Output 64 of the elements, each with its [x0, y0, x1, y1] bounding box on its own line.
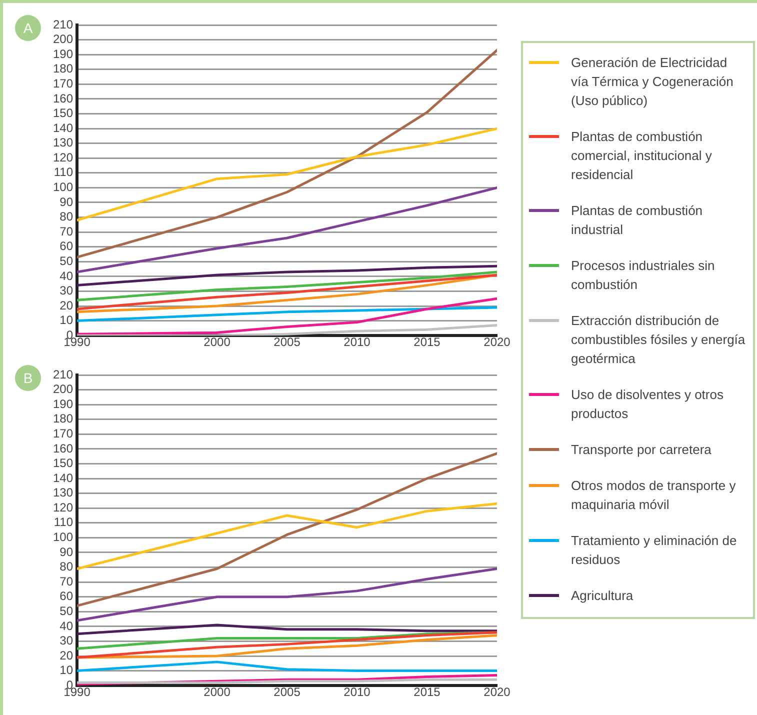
- legend-label: Uso de disolventes y otros productos: [571, 386, 724, 423]
- x-tick-label: 2020: [484, 685, 511, 700]
- chart-title: B: [15, 365, 41, 391]
- legend-label: Otros modos de transporte y maquinaria móvil: [571, 477, 737, 514]
- y-tick-label: 140: [52, 470, 74, 485]
- y-tick-label: 50: [60, 254, 74, 268]
- y-tick-label: 30: [60, 284, 74, 298]
- y-tick-label: 130: [52, 136, 74, 150]
- x-tick-label: 2010: [344, 685, 371, 700]
- x-tick-label: 2015: [414, 685, 441, 700]
- y-tick-label: 10: [60, 663, 74, 678]
- y-tick-label: 110: [54, 165, 74, 180]
- legend-label: Tratamiento y eliminación de residuos: [571, 532, 738, 569]
- y-tick-label: 120: [52, 150, 74, 164]
- y-tick-label: 40: [60, 618, 74, 633]
- legend-label: Procesos industriales sin combustión: [571, 257, 716, 294]
- y-tick-label: 100: [52, 180, 74, 194]
- y-tick-label: 130: [52, 486, 74, 500]
- y-tick-label: 70: [60, 224, 74, 238]
- y-tick-label: 150: [52, 456, 74, 470]
- y-tick-label: 190: [52, 396, 74, 411]
- y-tick-label: 40: [60, 268, 74, 283]
- legend-label: Plantas de combustión comercial, institucional y residencial: [571, 128, 713, 184]
- y-tick-label: 190: [52, 46, 74, 61]
- y-tick-label: 60: [60, 589, 74, 604]
- y-tick-label: 160: [52, 91, 74, 106]
- y-tick-label: 50: [60, 604, 74, 618]
- y-tick-label: 180: [52, 62, 74, 76]
- x-tick-label: 2000: [204, 335, 231, 350]
- y-tick-label: 210: [52, 367, 74, 382]
- chart-title: A: [15, 15, 41, 41]
- x-tick-label: 2000: [204, 685, 231, 700]
- y-tick-label: 80: [60, 560, 74, 574]
- y-tick-label: 90: [60, 194, 74, 209]
- y-tick-label: 70: [60, 574, 74, 588]
- y-tick-label: 90: [60, 544, 74, 559]
- y-tick-label: 60: [60, 239, 74, 254]
- y-tick-label: 30: [60, 634, 74, 648]
- legend-label: Plantas de combustión industrial: [571, 202, 704, 239]
- y-tick-label: 140: [52, 120, 74, 135]
- legend-label: Generación de Electricidad vía Térmica y Cogeneración (Uso público): [571, 54, 734, 110]
- y-tick-label: 80: [60, 210, 74, 224]
- x-tick-label: 2005: [274, 335, 301, 350]
- y-tick-label: 20: [60, 298, 74, 312]
- y-tick-label: 120: [52, 500, 74, 514]
- y-tick-label: 170: [52, 76, 74, 90]
- legend-label: Transporte por carretera: [571, 441, 712, 459]
- x-tick-label: 2010: [344, 335, 371, 350]
- y-tick-label: 20: [60, 648, 74, 662]
- x-tick-label: 2005: [274, 685, 301, 700]
- y-tick-label: 10: [60, 313, 74, 328]
- y-tick-label: 200: [52, 32, 74, 46]
- legend-label: Agricultura: [571, 587, 634, 605]
- y-tick-label: 150: [52, 106, 74, 120]
- y-tick-label: 160: [52, 441, 74, 456]
- y-tick-label: 100: [52, 530, 74, 544]
- y-tick-label: 210: [52, 17, 74, 32]
- x-tick-label: 2015: [414, 335, 441, 350]
- y-tick-label: 180: [52, 412, 74, 426]
- x-tick-label: 2020: [484, 335, 511, 350]
- y-tick-label: 200: [52, 382, 74, 396]
- y-tick-label: 170: [52, 426, 74, 440]
- y-tick-label: 110: [54, 515, 74, 530]
- legend-label: Extracción distribución de combustibles fósiles y energía geotérmica: [571, 312, 746, 368]
